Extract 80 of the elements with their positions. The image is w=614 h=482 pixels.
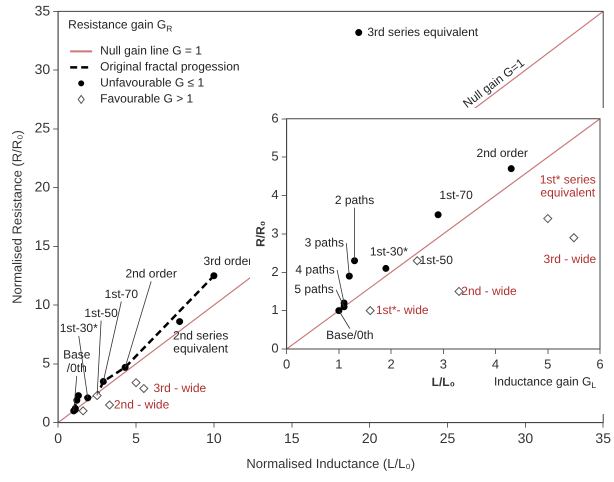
annotation: Null gain G=1 xyxy=(460,55,528,111)
annotation: 2nd order xyxy=(476,146,528,160)
x-tick-label: 0 xyxy=(54,430,62,446)
y-tick-label: 15 xyxy=(34,237,50,254)
point xyxy=(346,272,353,280)
legend-label: Null gain line G = 1 xyxy=(100,44,202,58)
point xyxy=(74,392,82,400)
x-axis-title: Normalised Inductance (L/L₀) xyxy=(246,456,416,471)
point xyxy=(382,264,390,272)
annotation: 3rd series equivalent xyxy=(367,24,479,39)
y-tick-label: 0 xyxy=(271,340,279,356)
annotation: Base/0th xyxy=(326,328,374,342)
y-tick-label: 1 xyxy=(271,302,279,318)
x-tick-label: 20 xyxy=(362,430,378,446)
y-tick-label: 0 xyxy=(42,413,50,430)
x-tick-label: 3 xyxy=(440,356,447,372)
point xyxy=(122,364,129,371)
annotation: 1st-30* xyxy=(60,321,98,336)
annotation: 1st*- wide xyxy=(376,302,429,317)
point xyxy=(508,165,515,172)
annotation: 2 paths xyxy=(334,193,374,208)
x-tick-label: 1 xyxy=(335,356,342,372)
annotation: 3rd - wide xyxy=(153,380,206,395)
point xyxy=(434,211,442,218)
annotation: 1st-50 xyxy=(84,306,118,320)
x-tick-label: 10 xyxy=(206,430,222,446)
y-tick-label: 2 xyxy=(271,264,279,279)
annotation: 5 paths xyxy=(294,282,334,296)
annotation: 1st* series equivalent xyxy=(540,172,596,200)
legend-label: Favourable G > 1 xyxy=(100,92,194,106)
y-tick-label: 35 xyxy=(34,2,50,18)
legend-label: Original fractal progession xyxy=(100,60,240,74)
annotation: 2nd - wide xyxy=(461,284,517,298)
y-axis-title: R/R₀ xyxy=(254,220,268,247)
y-tick-label: 4 xyxy=(271,187,279,202)
annotation: 1st-70 xyxy=(104,286,138,301)
x-tick-label: 4 xyxy=(492,356,500,372)
legend-label: Unfavourable G ≤ 1 xyxy=(100,76,204,90)
point xyxy=(139,384,148,394)
x-tick-label: 5 xyxy=(544,356,552,372)
annotation: 1st-50 xyxy=(420,253,454,268)
annotation: 4 paths xyxy=(295,262,335,276)
annotation: 2nd series equivalent xyxy=(172,328,229,356)
point xyxy=(569,233,578,242)
point xyxy=(335,307,342,314)
x-axis-title: L/L₀ xyxy=(432,375,456,390)
point xyxy=(84,394,92,402)
annotation: 3rd order xyxy=(204,254,252,268)
point xyxy=(355,29,362,36)
y-axis-title: Normalised Resistance (R/R₀) xyxy=(9,130,24,304)
point xyxy=(366,306,375,316)
point xyxy=(210,272,218,280)
annotation: 1st-30* xyxy=(370,244,408,259)
annotation: 3rd - wide xyxy=(544,252,597,266)
x-tick-label: 30 xyxy=(518,430,534,446)
point xyxy=(132,378,141,388)
x-tick-label: 2 xyxy=(387,356,395,372)
y-tick-label: 20 xyxy=(34,178,50,194)
annotation: 2nd - wide xyxy=(114,397,170,412)
y-tick-label: 5 xyxy=(271,148,279,164)
x-tick-label: 6 xyxy=(596,356,604,372)
x-tick-label: 15 xyxy=(284,430,300,446)
y-tick-label: 6 xyxy=(271,110,279,126)
point xyxy=(543,214,552,224)
x-tick-label: 25 xyxy=(440,430,456,446)
point xyxy=(105,400,114,410)
point xyxy=(100,378,107,385)
point xyxy=(176,318,184,326)
point xyxy=(78,406,88,416)
annotation: 1st-70 xyxy=(439,188,474,202)
x-tick-label: 35 xyxy=(595,430,612,446)
y-tick-label: 3 xyxy=(271,225,279,240)
annotation: 3 paths xyxy=(304,235,344,250)
annotation: 2nd order xyxy=(125,266,177,281)
y-tick-label: 25 xyxy=(34,120,50,136)
y-tick-label: 30 xyxy=(34,61,50,77)
y-tick-label: 10 xyxy=(34,296,50,312)
x-tick-label: 0 xyxy=(283,356,290,372)
point xyxy=(92,391,102,400)
x-tick-label: 5 xyxy=(132,430,140,446)
